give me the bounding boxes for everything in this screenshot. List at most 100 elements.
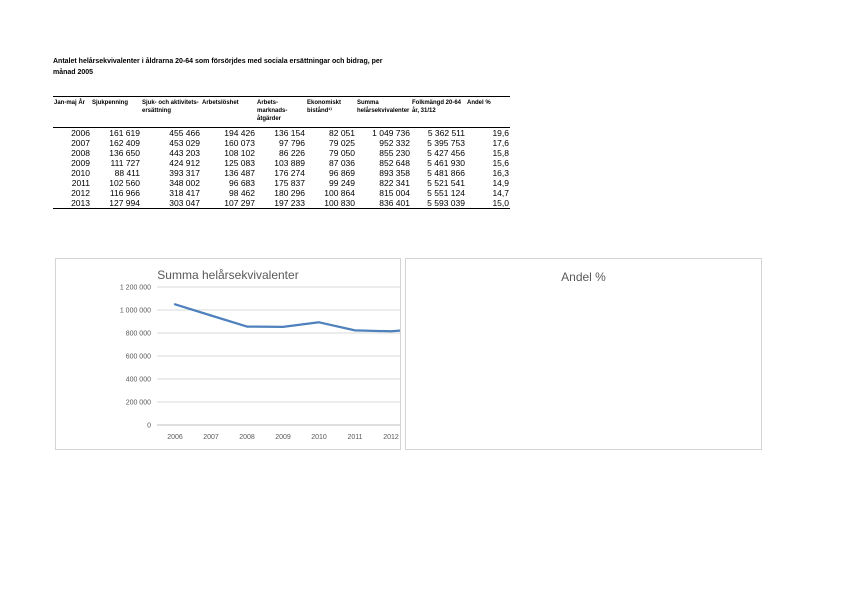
series-line	[173, 303, 400, 333]
cell-arbetsmarknad: 136 154	[274, 128, 305, 138]
cell-arbetsloshet: 194 426	[224, 128, 255, 138]
cell-bistand: 100 864	[324, 188, 355, 198]
cell-year: 2007	[71, 138, 90, 148]
cell-folkmangd: 5 395 753	[427, 138, 465, 148]
cell-year: 2013	[53, 198, 91, 209]
header-ekonomiskt-bistand: Ekonomiskt bistånd¹⁾	[306, 96, 356, 128]
cell-andel: 15,6	[492, 158, 509, 168]
chart-summa-title: Summa helårsekvivalenter	[157, 268, 299, 282]
cell-folkmangd: 5 461 930	[427, 158, 465, 168]
table-row: 2008 136 650 443 203 108 102 86 226 79 050 855…	[53, 148, 510, 158]
table-caption: Antalet helårsekvivalenter i åldrarna 20…	[53, 58, 383, 76]
cell-bistand: 87 036	[329, 158, 355, 168]
x-tick-label: 2011	[347, 434, 362, 441]
cell-folkmangd: 5 593 039	[411, 198, 466, 209]
cell-arbetsmarknad: 175 837	[274, 178, 305, 188]
cell-summa: 815 004	[379, 188, 410, 198]
header-sjuk-aktivitetsersattning: Sjuk- och aktivitets-ersättning	[141, 96, 201, 128]
cell-sjukpenning: 127 994	[91, 198, 141, 209]
cell-sjukpenning: 88 411	[114, 168, 140, 178]
table-row: 2010 88 411 393 317 136 487 176 274 96 869 893…	[53, 168, 510, 178]
data-point	[246, 325, 248, 328]
cell-sjuk-aktivitet: 348 002	[169, 178, 200, 188]
cell-bistand: 100 830	[306, 198, 356, 209]
table-row: 2009 111 727 424 912 125 083 103 889 87 036 85…	[53, 158, 510, 168]
data-point	[282, 326, 284, 328]
cell-summa: 1 049 736	[372, 128, 410, 138]
x-tick-label: 2012	[383, 434, 399, 441]
cell-andel: 17,6	[492, 138, 509, 148]
header-folkmangd: Folkmängd 20-64 år, 31/12	[411, 96, 466, 128]
y-tick-label: 1 000 000	[120, 308, 151, 315]
x-tick-label: 2010	[311, 434, 327, 441]
cell-arbetsmarknad: 180 296	[274, 188, 305, 198]
cell-year: 2011	[71, 178, 90, 188]
cell-andel: 14,9	[492, 178, 509, 188]
cell-andel: 15,0	[466, 198, 510, 209]
cell-year: 2012	[71, 188, 90, 198]
table-row: 2007 162 409 453 029 160 073 97 796 79 025 952…	[53, 138, 510, 148]
cell-year: 2010	[71, 168, 90, 178]
cell-arbetsloshet: 96 683	[229, 178, 255, 188]
cell-bistand: 79 025	[329, 138, 355, 148]
header-arbetsmarknadsatgarder: Arbets-marknads-åtgärder	[256, 96, 306, 128]
cell-summa: 836 401	[356, 198, 411, 209]
cell-arbetsloshet: 125 083	[224, 158, 255, 168]
cell-sjuk-aktivitet: 318 417	[169, 188, 200, 198]
cell-bistand: 79 050	[329, 148, 355, 158]
y-tick-label: 1 200 000	[120, 285, 151, 292]
cell-bistand: 96 869	[329, 168, 355, 178]
cell-sjukpenning: 136 650	[109, 148, 140, 158]
y-tick-label: 200 000	[126, 400, 151, 407]
cell-sjukpenning: 102 560	[109, 178, 140, 188]
cell-andel: 14,7	[492, 188, 509, 198]
header-year: Jan-maj År	[53, 96, 91, 128]
chart-andel-plot: 0,05,010,015,020,025,0200620072008200920…	[406, 259, 761, 449]
header-summa: Summa helårsekvivalenter	[356, 96, 411, 128]
cell-arbetsmarknad: 197 233	[256, 198, 306, 209]
cell-sjuk-aktivitet: 393 317	[169, 168, 200, 178]
cell-folkmangd: 5 427 456	[427, 148, 465, 158]
chart-summa-plot: 0 200 000 400 000 600 000 800 000 1 000 000 1 …	[120, 285, 400, 441]
cell-arbetsmarknad: 103 889	[274, 158, 305, 168]
cell-arbetsloshet: 160 073	[224, 138, 255, 148]
y-tick-label: 0	[147, 423, 151, 430]
cell-arbetsmarknad: 97 796	[279, 138, 305, 148]
x-tick-label: 2008	[239, 434, 255, 441]
data-point	[174, 303, 176, 306]
table-row: 2013 127 994 303 047 107 297 197 233 100 830 8…	[53, 198, 510, 209]
data-table: Jan-maj År Sjukpenning Sjuk- och aktivit…	[53, 96, 510, 209]
cell-andel: 16,3	[492, 168, 509, 178]
x-tick-label: 2006	[167, 434, 183, 441]
cell-andel: 15,8	[492, 148, 509, 158]
cell-andel: 19,6	[492, 128, 509, 138]
cell-sjuk-aktivitet: 453 029	[169, 138, 200, 148]
cell-sjuk-aktivitet: 424 912	[169, 158, 200, 168]
cell-summa: 852 648	[379, 158, 410, 168]
table-header-row: Jan-maj År Sjukpenning Sjuk- och aktivit…	[53, 96, 510, 128]
data-point	[354, 329, 356, 332]
cell-year: 2008	[71, 148, 90, 158]
table-row: 2012 116 966 318 417 98 462 180 296 100 864 81…	[53, 188, 510, 198]
cell-sjuk-aktivitet: 303 047	[141, 198, 201, 209]
x-tick-label: 2009	[275, 434, 291, 441]
table-row: 2011 102 560 348 002 96 683 175 837 99 249 822…	[53, 178, 510, 188]
cell-sjukpenning: 116 966	[109, 188, 140, 198]
cell-summa: 822 341	[379, 178, 410, 188]
chart-summa: Summa helårsekvivalenter 0 200 000 400 000…	[55, 258, 401, 450]
chart-andel: Andel % 0,05,010,015,020,025,02006200720…	[405, 258, 762, 450]
cell-arbetsloshet: 136 487	[224, 168, 255, 178]
y-tick-label: 400 000	[126, 377, 151, 384]
cell-sjukpenning: 111 727	[110, 158, 140, 168]
cell-bistand: 82 051	[329, 128, 355, 138]
data-point	[390, 330, 392, 333]
cell-sjukpenning: 161 619	[109, 128, 140, 138]
cell-bistand: 99 249	[329, 178, 355, 188]
cell-sjuk-aktivitet: 455 466	[169, 128, 200, 138]
cell-folkmangd: 5 521 541	[427, 178, 465, 188]
table-row: 2006 161 619 455 466 194 426 136 154 82 051 1 …	[53, 128, 510, 139]
header-arbetsloshet: Arbetslöshet	[201, 96, 256, 128]
chart-andel-title: Andel %	[561, 270, 606, 284]
header-sjukpenning: Sjukpenning	[91, 96, 141, 128]
cell-arbetsmarknad: 86 226	[279, 148, 305, 158]
